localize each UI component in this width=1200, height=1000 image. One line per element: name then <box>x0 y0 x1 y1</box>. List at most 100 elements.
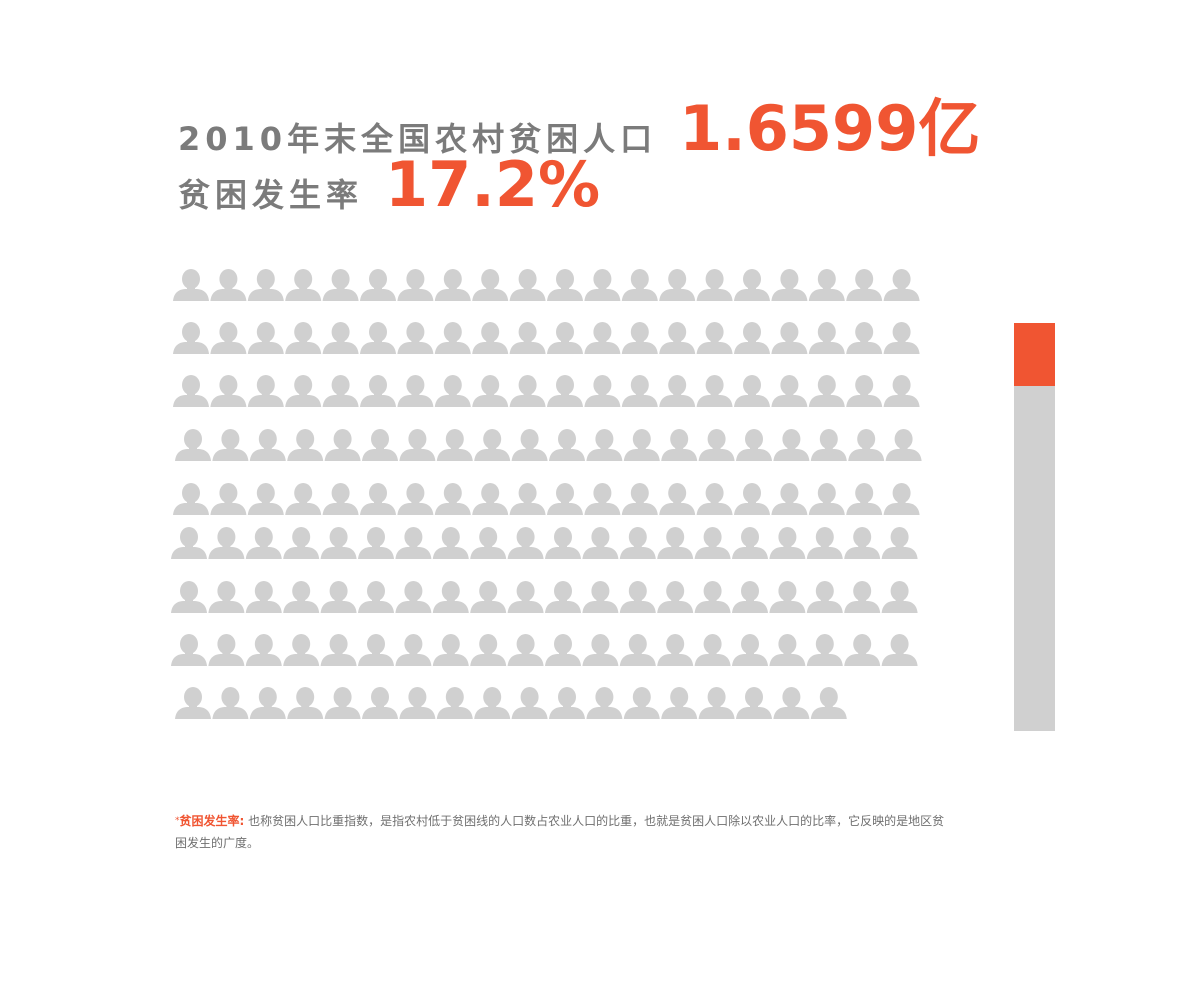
person-icon <box>283 527 320 559</box>
person-icon <box>358 527 394 559</box>
person-icon <box>734 375 770 407</box>
person-icon <box>769 634 806 666</box>
person-icon <box>584 322 621 354</box>
footnote-key: 贫困发生率: <box>179 814 245 828</box>
person-icon <box>472 269 509 301</box>
person-icon <box>696 322 733 354</box>
person-icon <box>773 687 810 719</box>
person-icon <box>547 483 583 515</box>
person-icon <box>395 634 432 666</box>
person-icon <box>249 687 286 719</box>
person-icon <box>245 634 282 666</box>
person-icon <box>584 375 621 407</box>
person-icon <box>619 581 656 613</box>
person-icon <box>586 429 623 461</box>
person-icon <box>694 634 731 666</box>
person-icon <box>507 581 544 613</box>
person-icon <box>547 375 583 407</box>
person-icon <box>397 322 434 354</box>
person-icon <box>362 429 398 461</box>
person-icon <box>472 483 509 515</box>
person-icon <box>210 269 247 301</box>
person-icon <box>698 687 735 719</box>
person-icon <box>771 269 808 301</box>
person-icon <box>547 322 583 354</box>
person-icon <box>208 634 245 666</box>
person-icon <box>771 375 808 407</box>
person-icon <box>810 687 847 719</box>
person-icon <box>806 581 843 613</box>
person-icon <box>507 634 544 666</box>
person-icon <box>582 581 619 613</box>
person-icon <box>584 269 621 301</box>
person-icon <box>247 375 284 407</box>
person-icon <box>621 269 658 301</box>
person-icon <box>247 322 284 354</box>
person-icon <box>771 322 808 354</box>
person-icon <box>247 269 284 301</box>
person-icon <box>245 581 282 613</box>
person-icon <box>883 322 920 354</box>
person-icon <box>511 429 548 461</box>
person-icon <box>694 581 731 613</box>
person-icon <box>285 322 322 354</box>
person-icon <box>208 527 245 559</box>
person-icon <box>844 634 881 666</box>
person-icon <box>696 375 733 407</box>
person-icon <box>212 687 249 719</box>
person-icon <box>322 322 359 354</box>
headline-line-population: 2010年末全国农村贫困人口 1.6599亿 <box>178 78 980 165</box>
person-icon <box>285 375 322 407</box>
person-icon <box>175 429 211 461</box>
person-icon <box>434 375 471 407</box>
person-icon <box>247 483 284 515</box>
person-icon <box>619 527 656 559</box>
person-icon <box>322 375 359 407</box>
person-icon <box>436 429 473 461</box>
person-icon <box>883 483 920 515</box>
person-icon <box>432 527 469 559</box>
person-icon <box>883 375 920 407</box>
person-icon <box>586 687 623 719</box>
person-icon <box>549 429 585 461</box>
person-icon <box>470 527 507 559</box>
person-icon <box>736 687 772 719</box>
headline: 2010年末全国农村贫困人口 1.6599亿 贫困发生率 17.2% <box>178 78 980 221</box>
person-icon <box>808 322 845 354</box>
person-icon <box>509 483 546 515</box>
person-icon <box>432 581 469 613</box>
person-icon <box>362 687 398 719</box>
person-icon <box>881 527 918 559</box>
person-icon <box>621 322 658 354</box>
person-icon <box>245 527 282 559</box>
person-icon <box>432 634 469 666</box>
person-icon <box>769 581 806 613</box>
person-icon <box>846 483 883 515</box>
person-icon <box>808 375 845 407</box>
person-icon <box>470 581 507 613</box>
person-icon <box>885 429 922 461</box>
person-icon <box>175 687 211 719</box>
person-icon <box>360 269 396 301</box>
person-icon <box>694 527 731 559</box>
person-icon <box>808 483 845 515</box>
person-icon <box>657 581 694 613</box>
person-icon <box>734 322 770 354</box>
rate-value: 17.2% <box>385 148 601 221</box>
person-icon <box>322 269 359 301</box>
footnote: *贫困发生率: 也称贫困人口比重指数，是指农村低于贫困线的人口数占农业人口的比重… <box>175 810 955 854</box>
person-icon <box>436 687 473 719</box>
person-icon <box>285 483 322 515</box>
person-icon <box>212 429 249 461</box>
person-icon <box>661 687 698 719</box>
person-icon <box>810 429 847 461</box>
person-icon <box>358 581 394 613</box>
person-icon <box>173 322 209 354</box>
person-icon <box>360 483 396 515</box>
person-icon <box>696 269 733 301</box>
person-icon <box>283 634 320 666</box>
person-icon <box>883 269 920 301</box>
person-icon <box>434 322 471 354</box>
person-icon <box>287 687 324 719</box>
